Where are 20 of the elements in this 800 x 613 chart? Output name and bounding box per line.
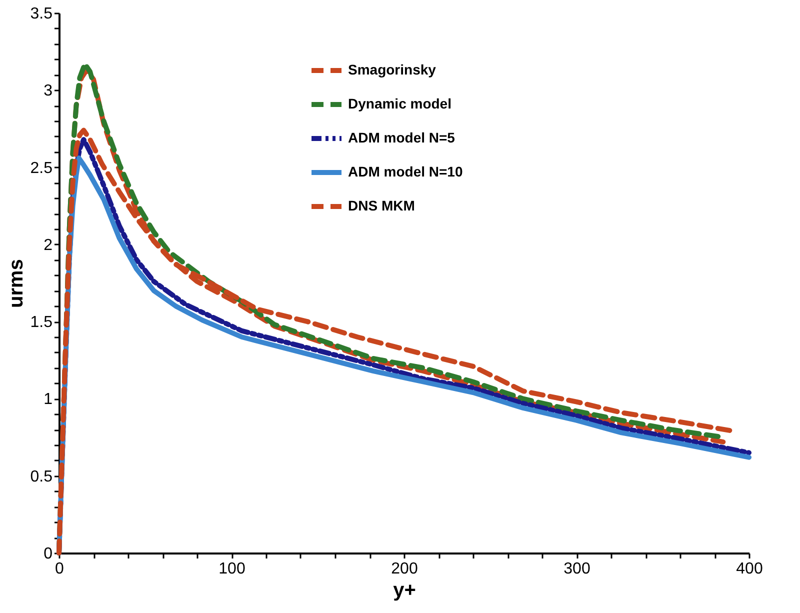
legend-label: ADM model N=5	[348, 130, 456, 146]
legend-label: Smagorinsky	[348, 62, 436, 78]
x-tick-label: 0	[55, 560, 64, 578]
x-tick-label: 400	[736, 560, 763, 578]
y-tick-label: 2	[44, 236, 53, 254]
y-tick-label: 3	[44, 82, 53, 100]
x-axis-title: y+	[393, 580, 416, 602]
y-tick-label: 0	[44, 546, 53, 562]
legend-label: Dynamic model	[348, 96, 452, 112]
y-tick-label: 1	[44, 391, 53, 408]
x-tick-label: 300	[564, 560, 590, 578]
x-tick-label: 200	[391, 560, 418, 578]
y-tick-label: 0.5	[30, 468, 53, 486]
x-tick-label: 100	[218, 560, 246, 578]
legend-label: DNS MKM	[348, 198, 415, 214]
legend-label: ADM model N=10	[348, 164, 463, 180]
y-tick-label: 3.5	[30, 6, 53, 22]
y-tick-label: 1.5	[30, 314, 53, 332]
y-tick-label: 2.5	[30, 160, 53, 177]
y-axis-title: urms	[5, 259, 28, 308]
